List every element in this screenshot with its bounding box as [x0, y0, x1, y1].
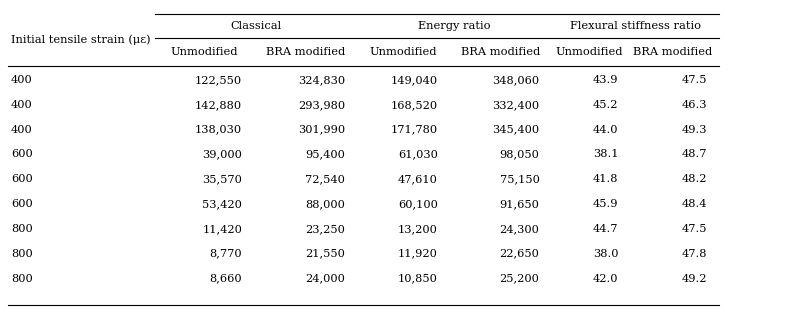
- Text: 38.0: 38.0: [592, 249, 619, 259]
- Text: 42.0: 42.0: [592, 273, 619, 284]
- Text: Energy ratio: Energy ratio: [418, 21, 491, 31]
- Text: 47,610: 47,610: [398, 174, 437, 184]
- Text: 75,150: 75,150: [499, 174, 539, 184]
- Text: 48.7: 48.7: [682, 149, 707, 160]
- Text: 142,880: 142,880: [195, 100, 242, 110]
- Text: 149,040: 149,040: [391, 75, 437, 85]
- Text: 91,650: 91,650: [499, 199, 539, 209]
- Text: 88,000: 88,000: [305, 199, 345, 209]
- Text: 24,000: 24,000: [305, 273, 345, 284]
- Text: 47.8: 47.8: [682, 249, 707, 259]
- Text: 48.2: 48.2: [682, 174, 707, 184]
- Text: 324,830: 324,830: [298, 75, 345, 85]
- Text: 800: 800: [11, 249, 33, 259]
- Text: 23,250: 23,250: [305, 224, 345, 234]
- Text: 25,200: 25,200: [499, 273, 539, 284]
- Text: 800: 800: [11, 273, 33, 284]
- Text: 24,300: 24,300: [499, 224, 539, 234]
- Text: 95,400: 95,400: [305, 149, 345, 160]
- Text: 35,570: 35,570: [202, 174, 242, 184]
- Text: 400: 400: [11, 75, 33, 85]
- Text: Unmodified: Unmodified: [556, 47, 623, 57]
- Text: 49.2: 49.2: [682, 273, 707, 284]
- Text: 8,660: 8,660: [210, 273, 242, 284]
- Text: 45.2: 45.2: [592, 100, 619, 110]
- Text: 47.5: 47.5: [682, 224, 707, 234]
- Text: 600: 600: [11, 199, 33, 209]
- Text: Unmodified: Unmodified: [171, 47, 238, 57]
- Text: 98,050: 98,050: [499, 149, 539, 160]
- Text: 171,780: 171,780: [391, 125, 437, 135]
- Text: 600: 600: [11, 174, 33, 184]
- Text: 138,030: 138,030: [195, 125, 242, 135]
- Text: 301,990: 301,990: [298, 125, 345, 135]
- Text: 332,400: 332,400: [492, 100, 539, 110]
- Text: 11,920: 11,920: [398, 249, 437, 259]
- Text: 38.1: 38.1: [592, 149, 619, 160]
- Text: BRA modified: BRA modified: [266, 47, 345, 57]
- Text: 22,650: 22,650: [499, 249, 539, 259]
- Text: 72,540: 72,540: [305, 174, 345, 184]
- Text: 10,850: 10,850: [398, 273, 437, 284]
- Text: 8,770: 8,770: [210, 249, 242, 259]
- Text: 21,550: 21,550: [305, 249, 345, 259]
- Text: 47.5: 47.5: [682, 75, 707, 85]
- Text: BRA modified: BRA modified: [634, 47, 712, 57]
- Text: 46.3: 46.3: [682, 100, 707, 110]
- Text: Classical: Classical: [230, 21, 282, 31]
- Text: 11,420: 11,420: [202, 224, 242, 234]
- Text: 13,200: 13,200: [398, 224, 437, 234]
- Text: 44.7: 44.7: [592, 224, 619, 234]
- Text: 43.9: 43.9: [592, 75, 619, 85]
- Text: 400: 400: [11, 100, 33, 110]
- Text: 39,000: 39,000: [202, 149, 242, 160]
- Text: 293,980: 293,980: [298, 100, 345, 110]
- Text: 345,400: 345,400: [492, 125, 539, 135]
- Text: 600: 600: [11, 149, 33, 160]
- Text: 45.9: 45.9: [592, 199, 619, 209]
- Text: 400: 400: [11, 125, 33, 135]
- Text: 61,030: 61,030: [398, 149, 437, 160]
- Text: Flexural stiffness ratio: Flexural stiffness ratio: [570, 21, 700, 31]
- Text: BRA modified: BRA modified: [461, 47, 540, 57]
- Text: 44.0: 44.0: [592, 125, 619, 135]
- Text: 60,100: 60,100: [398, 199, 437, 209]
- Text: 49.3: 49.3: [682, 125, 707, 135]
- Text: Unmodified: Unmodified: [369, 47, 437, 57]
- Text: 168,520: 168,520: [391, 100, 437, 110]
- Text: Initial tensile strain (με): Initial tensile strain (με): [11, 35, 151, 45]
- Text: 122,550: 122,550: [195, 75, 242, 85]
- Text: 48.4: 48.4: [682, 199, 707, 209]
- Text: 41.8: 41.8: [592, 174, 619, 184]
- Text: 800: 800: [11, 224, 33, 234]
- Text: 348,060: 348,060: [492, 75, 539, 85]
- Text: 53,420: 53,420: [202, 199, 242, 209]
